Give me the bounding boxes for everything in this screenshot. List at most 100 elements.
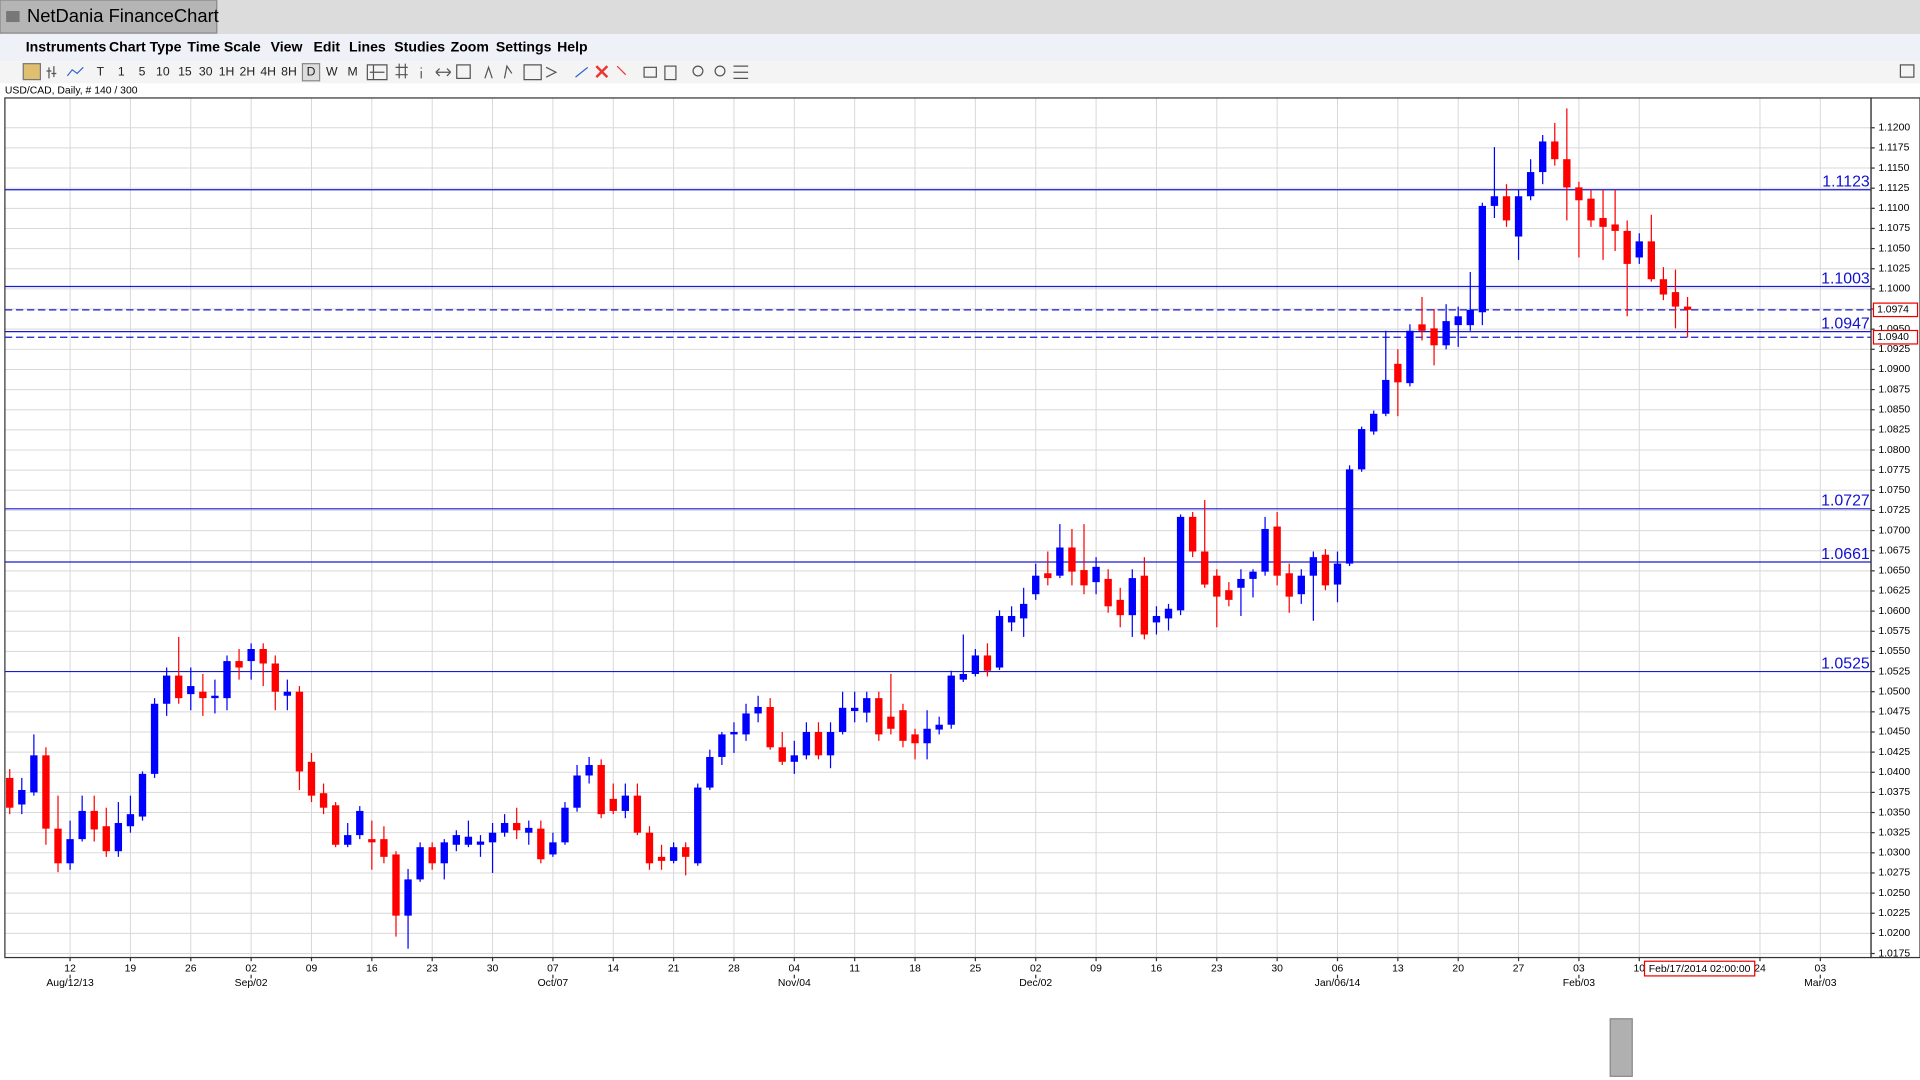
icon-preview[interactable] bbox=[664, 65, 677, 81]
y-tick-label: 1.0850 bbox=[1878, 404, 1910, 415]
candle-body bbox=[1309, 557, 1318, 576]
price-box bbox=[1872, 302, 1919, 318]
toolbar-button[interactable]: 2H bbox=[240, 64, 256, 78]
candle-body bbox=[344, 835, 352, 845]
candle-body bbox=[440, 842, 448, 864]
y-tick-label: 1.0725 bbox=[1878, 505, 1910, 516]
candle-body bbox=[1418, 324, 1426, 331]
toolbar-button[interactable]: 5 bbox=[139, 64, 146, 78]
candle-body bbox=[573, 775, 581, 808]
y-tick-label: 1.0350 bbox=[1878, 807, 1910, 818]
icon-crosshair[interactable] bbox=[366, 64, 388, 81]
candle-body bbox=[66, 839, 74, 864]
candle-body bbox=[1188, 516, 1197, 552]
toolbar-button[interactable]: 30 bbox=[199, 64, 213, 78]
y-tick-label: 1.0425 bbox=[1878, 747, 1910, 758]
icon-bars[interactable] bbox=[46, 66, 57, 79]
candle-body bbox=[706, 756, 714, 788]
icon-delete-all[interactable] bbox=[616, 65, 627, 76]
icon-zoom-out[interactable] bbox=[714, 65, 726, 77]
menu-item[interactable]: Settings bbox=[496, 38, 552, 54]
y-tick-label: 1.0950 bbox=[1878, 324, 1910, 335]
icon-window[interactable] bbox=[1899, 64, 1915, 78]
y-tick-label: 1.0175 bbox=[1878, 948, 1910, 959]
y-tick-label: 1.0575 bbox=[1878, 626, 1910, 637]
x-major-label: Nov/04 bbox=[778, 978, 811, 989]
x-tick-label: 21 bbox=[668, 963, 680, 974]
menu-item[interactable]: Lines bbox=[349, 38, 386, 54]
candle-body bbox=[621, 795, 630, 811]
menu-item[interactable]: Edit bbox=[313, 38, 340, 54]
icon-volume[interactable] bbox=[456, 64, 471, 79]
x-tick-label: 11 bbox=[849, 963, 860, 974]
menu-item[interactable]: Chart Type bbox=[109, 38, 182, 54]
scrollbar-thumb[interactable] bbox=[1609, 1018, 1633, 1077]
toolbar-button[interactable]: 15 bbox=[178, 64, 192, 78]
candle-body bbox=[356, 810, 364, 836]
toolbar-button[interactable]: 1 bbox=[118, 64, 125, 78]
menu-bar bbox=[0, 34, 1920, 62]
toolbar-button[interactable]: 4H bbox=[260, 64, 276, 78]
x-major-label: Sep/02 bbox=[235, 978, 268, 989]
candle-body bbox=[1201, 551, 1209, 585]
icon-line[interactable] bbox=[66, 66, 84, 77]
y-tick-label: 1.0675 bbox=[1878, 545, 1910, 556]
x-tick-label: 16 bbox=[366, 963, 378, 974]
candle-body bbox=[682, 847, 690, 857]
candle-body bbox=[633, 795, 642, 833]
candle-body bbox=[1575, 187, 1583, 201]
candle-body bbox=[1551, 141, 1559, 160]
candle-body bbox=[1032, 575, 1040, 595]
menu-item[interactable]: Help bbox=[557, 38, 588, 54]
y-tick-label: 1.0225 bbox=[1878, 908, 1910, 919]
grid bbox=[4, 97, 1872, 958]
toolbar-button[interactable]: 10 bbox=[156, 64, 170, 78]
price-label: 1.0940 bbox=[1877, 332, 1909, 343]
toolbar-button[interactable]: T bbox=[97, 64, 105, 78]
candle-body bbox=[1116, 599, 1124, 616]
candle-body bbox=[1345, 469, 1354, 564]
x-tick-label: 13 bbox=[1392, 963, 1404, 974]
candle-body bbox=[1406, 330, 1414, 384]
icon-grid[interactable] bbox=[395, 63, 408, 79]
menu-item[interactable]: Zoom bbox=[451, 38, 489, 54]
y-tick-label: 1.0600 bbox=[1878, 606, 1910, 617]
candle-body bbox=[875, 698, 883, 735]
candle-body bbox=[1370, 413, 1378, 432]
chart-info: USD/CAD, Daily, # 140 / 300 bbox=[5, 85, 138, 96]
toolbar-button[interactable]: D bbox=[307, 64, 316, 78]
icon-fit[interactable] bbox=[733, 65, 749, 79]
icon-print[interactable] bbox=[643, 66, 657, 78]
toolbar-button[interactable]: 8H bbox=[281, 64, 297, 78]
menu-item[interactable]: Time Scale bbox=[187, 38, 260, 54]
candle-body bbox=[138, 773, 147, 817]
candle-body bbox=[899, 710, 907, 741]
candle-body bbox=[1647, 241, 1656, 280]
y-tick-label: 1.0300 bbox=[1878, 848, 1910, 859]
candle-body bbox=[1394, 363, 1402, 383]
levels: 1.1123 1.1003 1.0947 1.0727 1.0661 1.0525 bbox=[4, 174, 1872, 672]
toolbar-button[interactable]: W bbox=[326, 64, 338, 78]
toolbar-button[interactable]: 1H bbox=[219, 64, 235, 78]
menu-item[interactable]: Instruments bbox=[26, 38, 107, 54]
candle-body bbox=[802, 731, 811, 756]
toolbar-button[interactable]: M bbox=[348, 64, 358, 78]
window-title: NetDania FinanceChart bbox=[27, 5, 219, 26]
x-tick-label: 06 bbox=[1332, 963, 1344, 974]
candle-body bbox=[30, 755, 38, 793]
icon-delete[interactable] bbox=[595, 65, 609, 79]
candle-body bbox=[1273, 526, 1281, 576]
y-tick-label: 1.0200 bbox=[1878, 928, 1910, 939]
icon-zoom-in[interactable] bbox=[692, 65, 704, 77]
menu-item[interactable]: View bbox=[271, 38, 303, 54]
y-tick-label: 1.0475 bbox=[1878, 707, 1910, 718]
icon-candle[interactable] bbox=[22, 63, 42, 81]
menu-item[interactable]: Studies bbox=[394, 38, 445, 54]
icon-pan[interactable] bbox=[435, 68, 452, 77]
candle-body bbox=[1671, 292, 1680, 307]
candle-body bbox=[730, 731, 738, 735]
icon-draw[interactable] bbox=[484, 64, 558, 81]
candle-body bbox=[54, 828, 62, 864]
icon-trendline[interactable] bbox=[575, 66, 589, 78]
y-tick-label: 1.0650 bbox=[1878, 566, 1910, 577]
